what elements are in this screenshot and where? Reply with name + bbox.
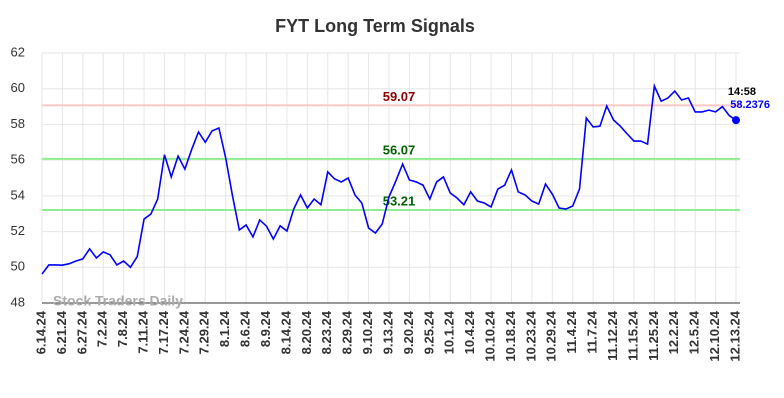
x-tick-label: 10.10.24 (482, 310, 497, 361)
chart-title: FYT Long Term Signals (275, 16, 475, 36)
x-tick-label: 11.25.24 (646, 310, 661, 361)
x-tick-label: 8.23.24 (319, 310, 334, 354)
x-tick-label: 6.21.24 (54, 310, 69, 354)
last-value: 58.2376 (730, 99, 770, 111)
x-tick-label: 7.17.24 (156, 310, 171, 354)
x-tick-label: 10.23.24 (523, 310, 538, 361)
y-tick-label: 50 (11, 259, 25, 274)
x-tick-label: 8.14.24 (278, 310, 293, 354)
y-tick-label: 62 (11, 44, 25, 59)
x-tick-label: 8.29.24 (340, 310, 355, 354)
x-tick-label: 10.29.24 (544, 310, 559, 361)
y-tick-label: 54 (11, 187, 25, 202)
x-tick-label: 9.13.24 (380, 310, 395, 354)
y-tick-label: 60 (11, 80, 25, 95)
x-tick-label: 11.12.24 (605, 310, 620, 361)
signal-label: 53.21 (383, 193, 416, 208)
x-tick-label: 11.7.24 (585, 310, 600, 353)
x-tick-label: 11.4.24 (564, 310, 579, 353)
x-tick-label: 7.24.24 (176, 310, 191, 354)
x-tick-label: 9.10.24 (360, 310, 375, 354)
x-tick-label: 8.9.24 (258, 310, 273, 347)
y-tick-label: 58 (11, 116, 25, 131)
signal-label: 56.07 (383, 142, 416, 157)
x-tick-label: 8.20.24 (299, 310, 314, 354)
price-line (41, 83, 737, 275)
x-tick-label: 10.1.24 (442, 310, 457, 354)
x-tick-label: 12.2.24 (666, 310, 681, 354)
last-point (732, 116, 740, 125)
x-tick-label: 7.8.24 (115, 310, 130, 347)
x-tick-label: 9.25.24 (421, 310, 436, 354)
y-tick-label: 52 (11, 223, 25, 238)
last-time: 14:58 (728, 86, 756, 98)
x-tick-label: 7.2.24 (95, 310, 110, 347)
x-tick-label: 11.15.24 (625, 310, 640, 361)
watermark: Stock Traders Daily (53, 293, 183, 309)
x-tick-label: 10.18.24 (503, 310, 518, 361)
signal-label: 59.07 (383, 89, 416, 104)
x-tick-label: 12.5.24 (687, 310, 702, 354)
y-tick-label: 48 (11, 294, 25, 309)
x-tick-label: 12.13.24 (727, 310, 742, 361)
x-tick-label: 7.11.24 (135, 310, 150, 353)
x-tick-label: 6.14.24 (33, 310, 48, 354)
x-tick-label: 6.27.24 (74, 310, 89, 354)
x-tick-label: 7.29.24 (197, 310, 212, 354)
x-tick-label: 10.4.24 (462, 310, 477, 354)
y-tick-label: 56 (11, 152, 25, 167)
x-tick-label: 8.1.24 (217, 310, 232, 347)
x-tick-label: 9.20.24 (401, 310, 416, 354)
x-tick-label: 8.6.24 (238, 310, 253, 347)
x-tick-label: 12.10.24 (707, 310, 722, 361)
